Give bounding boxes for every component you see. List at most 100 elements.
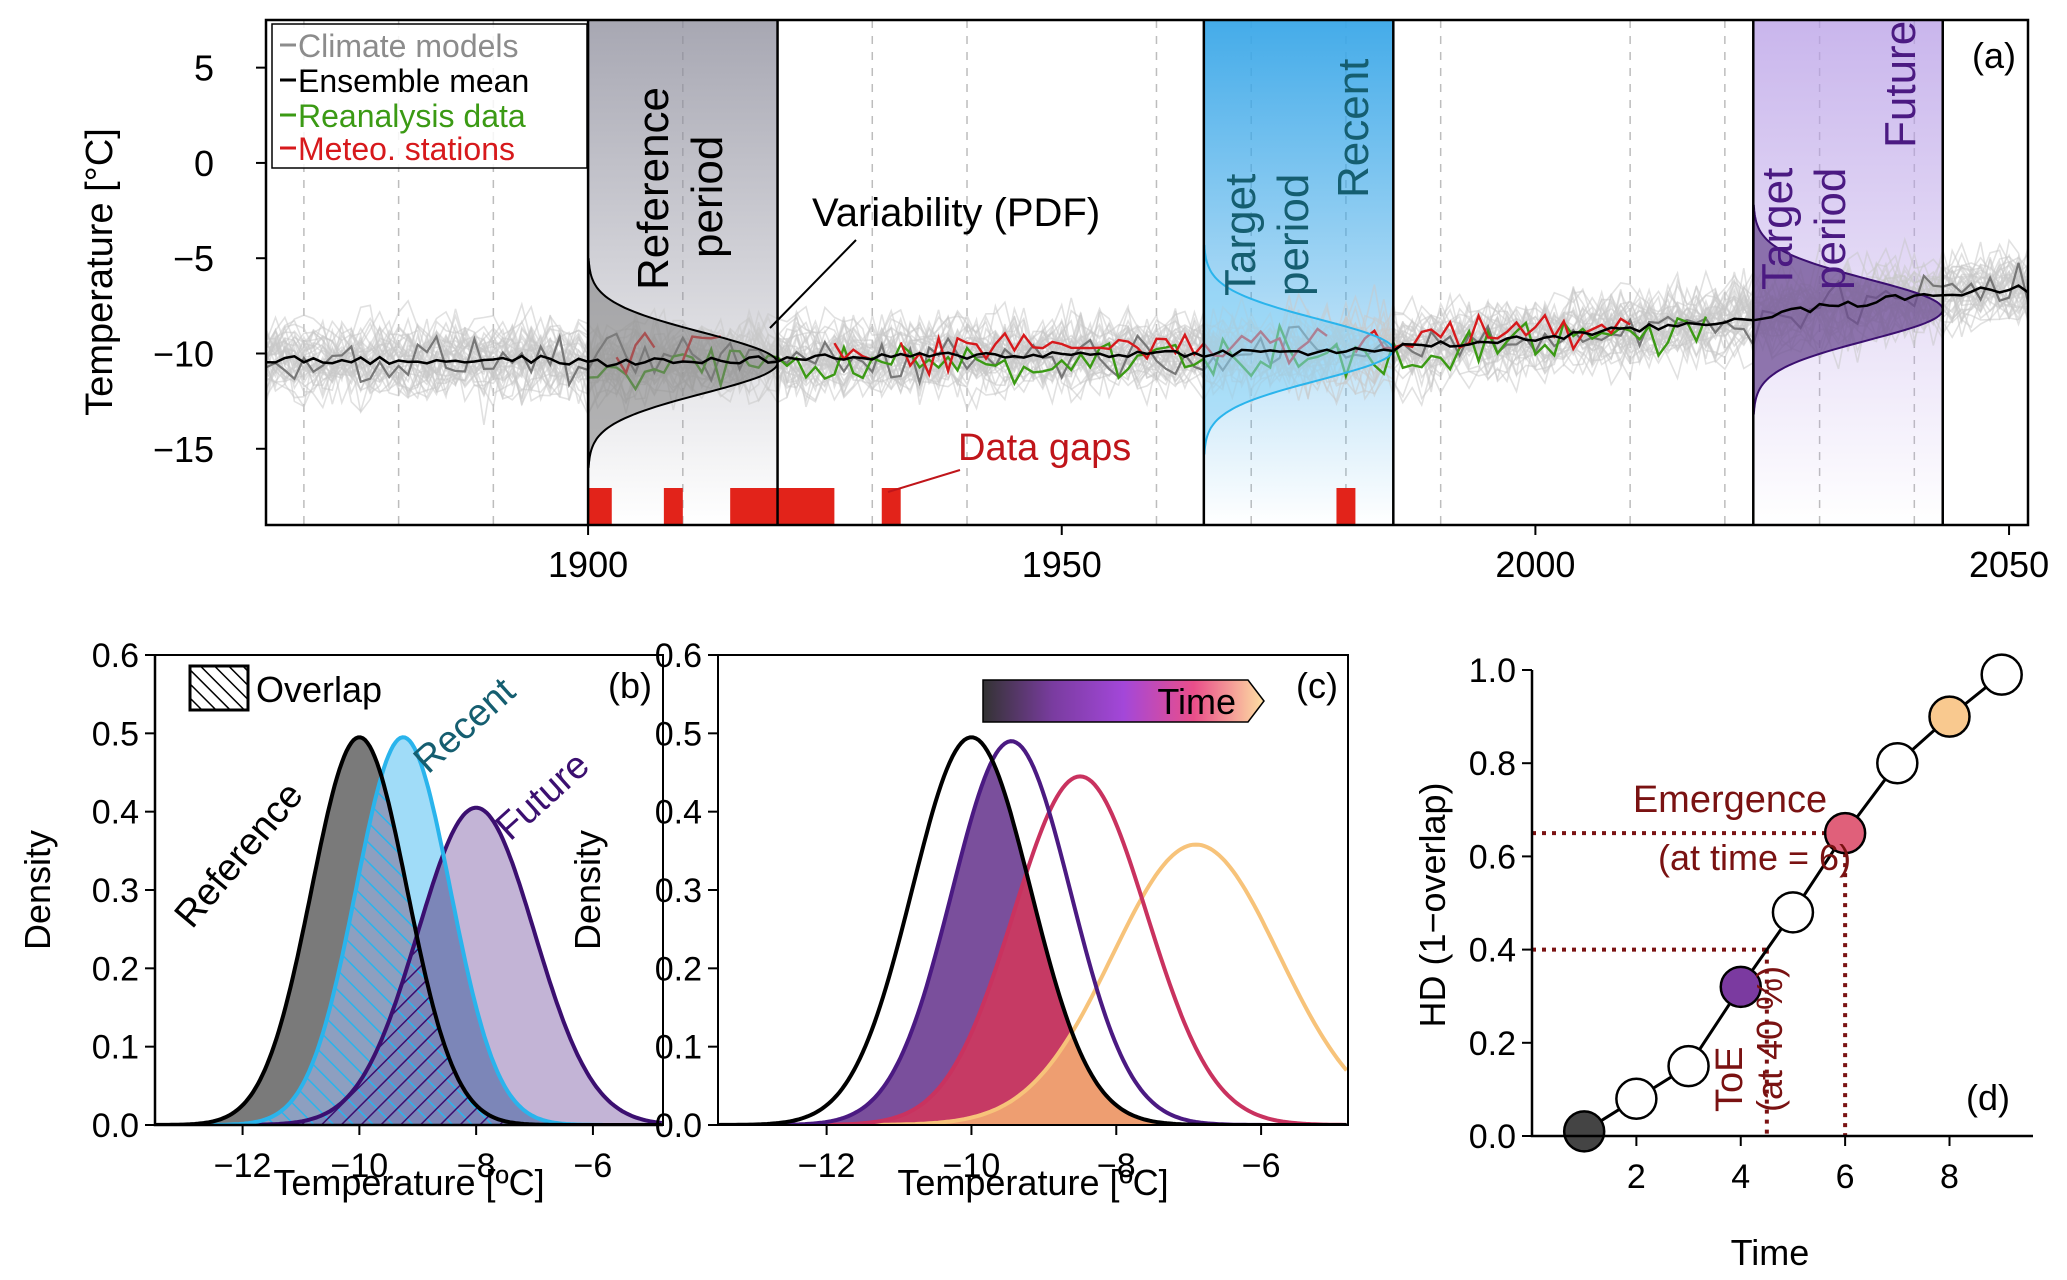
a-legend-box xyxy=(271,23,588,169)
a-legend-label-mean: Ensemble mean xyxy=(298,63,529,99)
b-y-axis: 0.0 0.1 0.2 0.3 0.4 0.5 0.6 xyxy=(92,637,155,1145)
a-legend-label-stations: Meteo. stations xyxy=(298,131,515,167)
a-x-axis: 1900 1950 2000 2050 xyxy=(548,525,2049,585)
d-emergence-label-2: (at time = 6) xyxy=(1658,837,1851,878)
d-toe-label-1: ToE xyxy=(1709,1047,1751,1112)
a-ensemble-mean xyxy=(266,284,2028,368)
c-y-tick-label: 0.4 xyxy=(655,794,702,832)
a-data-gaps xyxy=(588,488,1356,525)
a-data-gap-bar xyxy=(881,488,901,525)
a-data-gap-bar xyxy=(1336,488,1356,525)
a-ensemble-mean-line xyxy=(266,284,2028,368)
a-variability-label: Variability (PDF) xyxy=(812,191,1100,235)
a-reference-label-2: period xyxy=(683,136,732,258)
a-data-gap-bar xyxy=(588,488,612,525)
a-recent-label-3: Recent xyxy=(1329,59,1378,198)
a-data-gap-bar xyxy=(730,488,835,525)
c-y-tick-label: 0.5 xyxy=(655,715,702,753)
c-y-axis: 0.0 0.1 0.2 0.3 0.4 0.5 0.6 xyxy=(655,637,718,1145)
d-hd-point xyxy=(1823,811,1867,855)
b-hatch-ref-recent xyxy=(155,776,663,1125)
b-y-tick-label: 0.3 xyxy=(92,872,139,910)
d-hd-point xyxy=(1980,653,2023,696)
a-period-band-reference xyxy=(588,20,778,525)
b-x-tick-label: −8 xyxy=(457,1147,496,1185)
b-y-tick-label: 0.6 xyxy=(92,637,139,675)
a-climate-model-lines xyxy=(266,236,2028,426)
c-y-axis-title: Density xyxy=(567,830,608,950)
c-y-tick-label: 0.2 xyxy=(655,950,702,988)
b-y-tick-label: 0.5 xyxy=(92,715,139,753)
a-panel-label: (a) xyxy=(1972,35,2016,76)
d-y-tick-label: 0.8 xyxy=(1469,745,1516,783)
c-overlap-t6 xyxy=(718,877,1348,1125)
c-curve-t1 xyxy=(718,735,1347,1125)
a-model-line xyxy=(266,259,2028,386)
d-x-axis-title: Time xyxy=(1731,1232,1810,1273)
c-y-tick-label: 0.1 xyxy=(655,1029,702,1067)
c-x-tick-label: −12 xyxy=(798,1147,856,1185)
d-panel-label: (d) xyxy=(1966,1077,2010,1118)
c-curve-t8 xyxy=(718,842,1348,1125)
a-period-shading xyxy=(588,20,1943,525)
c-x-tick-label: −10 xyxy=(943,1147,1001,1185)
a-y-tick-label: 0 xyxy=(194,143,214,184)
d-y-tick-label: 0.6 xyxy=(1469,838,1516,876)
d-x-tick-label: 8 xyxy=(1940,1158,1959,1196)
b-x-tick-label: −10 xyxy=(331,1147,389,1185)
d-hd-point xyxy=(1615,1077,1658,1120)
d-hd-point xyxy=(1667,1044,1710,1088)
a-variability-pointer xyxy=(769,239,857,329)
b-x-tick-label: −12 xyxy=(214,1147,272,1185)
b-x-axis-title: Temperature [ºC] xyxy=(273,1162,544,1203)
d-y-tick-label: 0.0 xyxy=(1469,1118,1516,1156)
b-legend-swatch-overlap xyxy=(188,664,250,712)
a-x-tick-label: 1900 xyxy=(548,544,628,585)
d-x-tick-label: 6 xyxy=(1836,1158,1855,1196)
panel-a: 1900 1950 2000 2050 5 0 −5 −10 −15 Reference pe… xyxy=(79,18,2049,585)
d-guide-lines xyxy=(1532,831,1848,1136)
a-y-axis-title: Temperature [°C] xyxy=(79,128,121,416)
b-legend-label-overlap: Overlap xyxy=(256,669,382,710)
a-legend: Climate models Ensemble mean Reanalysis … xyxy=(271,23,588,169)
a-x-tick-label: 2050 xyxy=(1969,544,2049,585)
c-y-tick-label: 0.3 xyxy=(655,872,702,910)
d-toe-label-2: (at 40 %) xyxy=(1749,966,1790,1112)
d-x-tick-label: 4 xyxy=(1731,1158,1750,1196)
c-panel-label: (c) xyxy=(1296,665,1338,706)
d-hd-point xyxy=(1876,741,1919,785)
c-x-tick-label: −6 xyxy=(1242,1147,1281,1185)
a-model-line-highlight xyxy=(266,262,2028,389)
b-y-tick-label: 0.1 xyxy=(92,1029,139,1067)
d-hd-points xyxy=(1562,653,2023,1153)
a-period-band-recent xyxy=(1203,20,1394,525)
a-x-tick-label: 1950 xyxy=(1022,544,1102,585)
d-hd-point xyxy=(1771,891,1815,934)
b-y-tick-label: 0.4 xyxy=(92,794,139,832)
a-y-tick-label: 5 xyxy=(194,48,214,89)
c-y-tick-label: 0.6 xyxy=(655,637,702,675)
b-y-axis-title: Density xyxy=(17,830,58,950)
b-label-recent: Recent xyxy=(406,670,524,782)
a-legend-label-models: Climate models xyxy=(298,28,519,64)
b-y-tick-label: 0.0 xyxy=(92,1107,139,1145)
d-y-tick-label: 0.2 xyxy=(1469,1025,1516,1063)
c-x-tick-label: −8 xyxy=(1097,1147,1136,1185)
d-y-tick-label: 1.0 xyxy=(1469,652,1516,690)
a-data-gaps-label: Data gaps xyxy=(958,427,1131,469)
b-y-tick-label: 0.2 xyxy=(92,950,139,988)
d-hd-point xyxy=(1562,1110,1606,1153)
d-hd-point xyxy=(1928,695,1971,738)
panel-c: −12 −10 −8 −6 0.0 0.1 0.2 0.3 0.4 0.5 0.6 Tempera… xyxy=(567,637,1349,1203)
b-x-tick-label: −6 xyxy=(574,1147,613,1185)
d-y-tick-label: 0.4 xyxy=(1469,932,1516,970)
a-model-line xyxy=(266,267,2028,398)
d-y-axis-title: HD (1−overlap) xyxy=(1412,782,1453,1027)
a-y-tick-label: −10 xyxy=(153,333,214,374)
d-hd-point xyxy=(1719,965,1762,1009)
b-x-axis: −12 −10 −8 −6 xyxy=(214,1125,613,1185)
c-overlap-t8 xyxy=(718,1033,1348,1125)
d-x-tick-label: 2 xyxy=(1627,1158,1646,1196)
b-label-reference: Reference xyxy=(167,774,312,935)
